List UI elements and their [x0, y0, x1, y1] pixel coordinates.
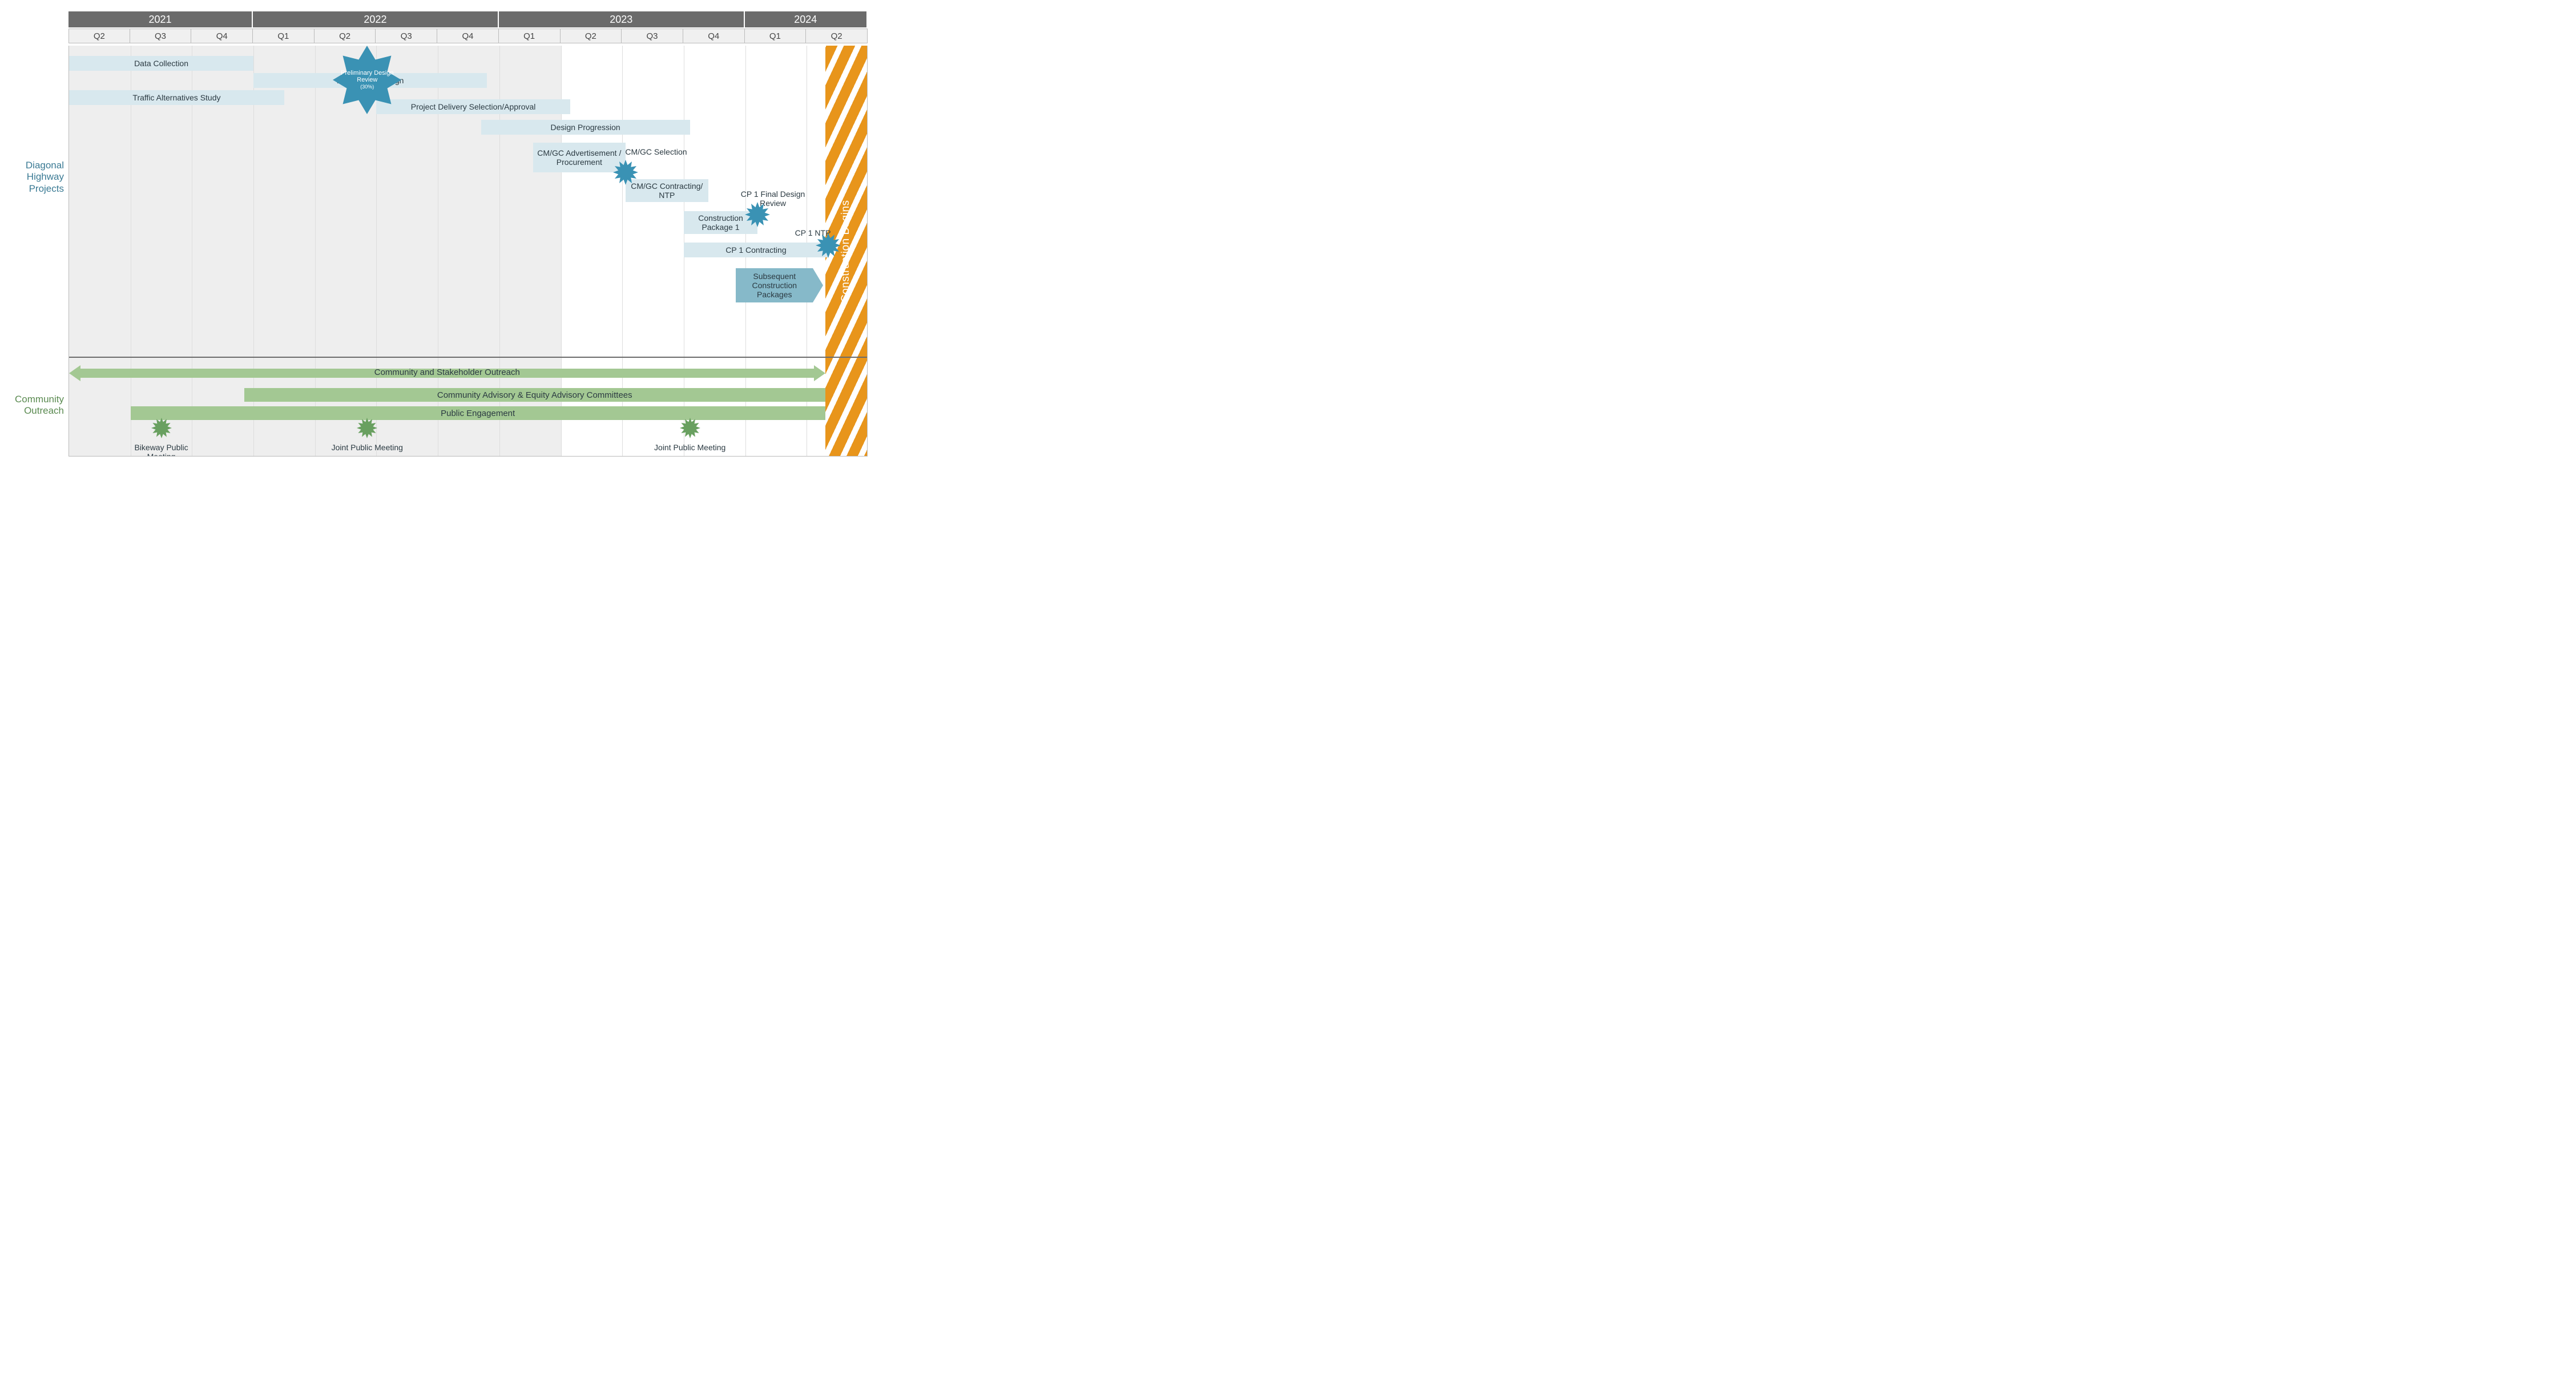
- quarter-header: Q1: [745, 29, 807, 43]
- quarter-header: Q2: [315, 29, 376, 43]
- meeting-star-joint1: [357, 418, 377, 438]
- quarter-header: Q1: [253, 29, 315, 43]
- header-years-row: 2021202220232024: [68, 11, 868, 27]
- quarter-header: Q3: [130, 29, 192, 43]
- year-header: 2021: [68, 11, 253, 27]
- timeline-body: Construction Begins Data Collection Prelim…: [68, 46, 868, 457]
- year-header: 2022: [253, 11, 499, 27]
- quarter-header: Q3: [376, 29, 437, 43]
- task-bar-design-prog: Design Progression: [481, 120, 690, 135]
- milestone-star-cp1-fdr-star: [745, 202, 770, 227]
- quarter-header: Q4: [437, 29, 499, 43]
- quarter-header: Q4: [683, 29, 745, 43]
- float-label-cmgc-sel: CM/GC Selection: [624, 147, 687, 156]
- outreach-bar-public-eng: Public Engagement: [131, 406, 825, 420]
- task-bar-cp1-contract: CP 1 Contracting: [684, 243, 828, 257]
- task-bar-subsequent: Subsequent Construction Packages: [736, 268, 813, 302]
- outreach-bar-advisory: Community Advisory & Equity Advisory Com…: [244, 388, 825, 402]
- task-bar-data-collection: Data Collection: [69, 56, 253, 71]
- side-label-outreach: Community Outreach: [14, 394, 68, 417]
- task-bar-cmgc-ad: CM/GC Advertisement / Procurement: [533, 143, 626, 172]
- milestone-star-cp1-ntp-star: [816, 233, 841, 258]
- milestone-star-prelim-review: Preliminary Design Review(30%): [333, 46, 401, 114]
- meeting-label-joint1: Joint Public Meeting: [330, 443, 404, 452]
- quarter-header: Q2: [561, 29, 622, 43]
- milestone-star-cmgc-sel-star: [613, 160, 638, 185]
- header-quarters-row: Q2Q3Q4Q1Q2Q3Q4Q1Q2Q3Q4Q1Q2: [68, 29, 868, 43]
- quarter-header: Q1: [499, 29, 561, 43]
- quarter-header: Q2: [68, 29, 130, 43]
- quarter-header: Q4: [191, 29, 253, 43]
- meeting-label-bikeway: Bikeway Public Meeting: [124, 443, 199, 457]
- quarter-header: Q3: [622, 29, 683, 43]
- outreach-arrow: Community and Stakeholder Outreach: [69, 365, 825, 381]
- meeting-label-joint2: Joint Public Meeting: [653, 443, 727, 452]
- task-bar-traffic-alt: Traffic Alternatives Study: [69, 90, 284, 105]
- meeting-star-bikeway: [151, 418, 172, 438]
- construction-hatch-label: Construction Begins: [840, 200, 852, 302]
- year-header: 2024: [745, 11, 868, 27]
- year-header: 2023: [499, 11, 745, 27]
- task-bar-proj-delivery: Project Delivery Selection/Approval: [376, 99, 570, 114]
- meeting-star-joint2: [680, 418, 700, 438]
- quarter-header: Q2: [806, 29, 868, 43]
- side-label-projects: Diagonal Highway Projects: [14, 160, 68, 195]
